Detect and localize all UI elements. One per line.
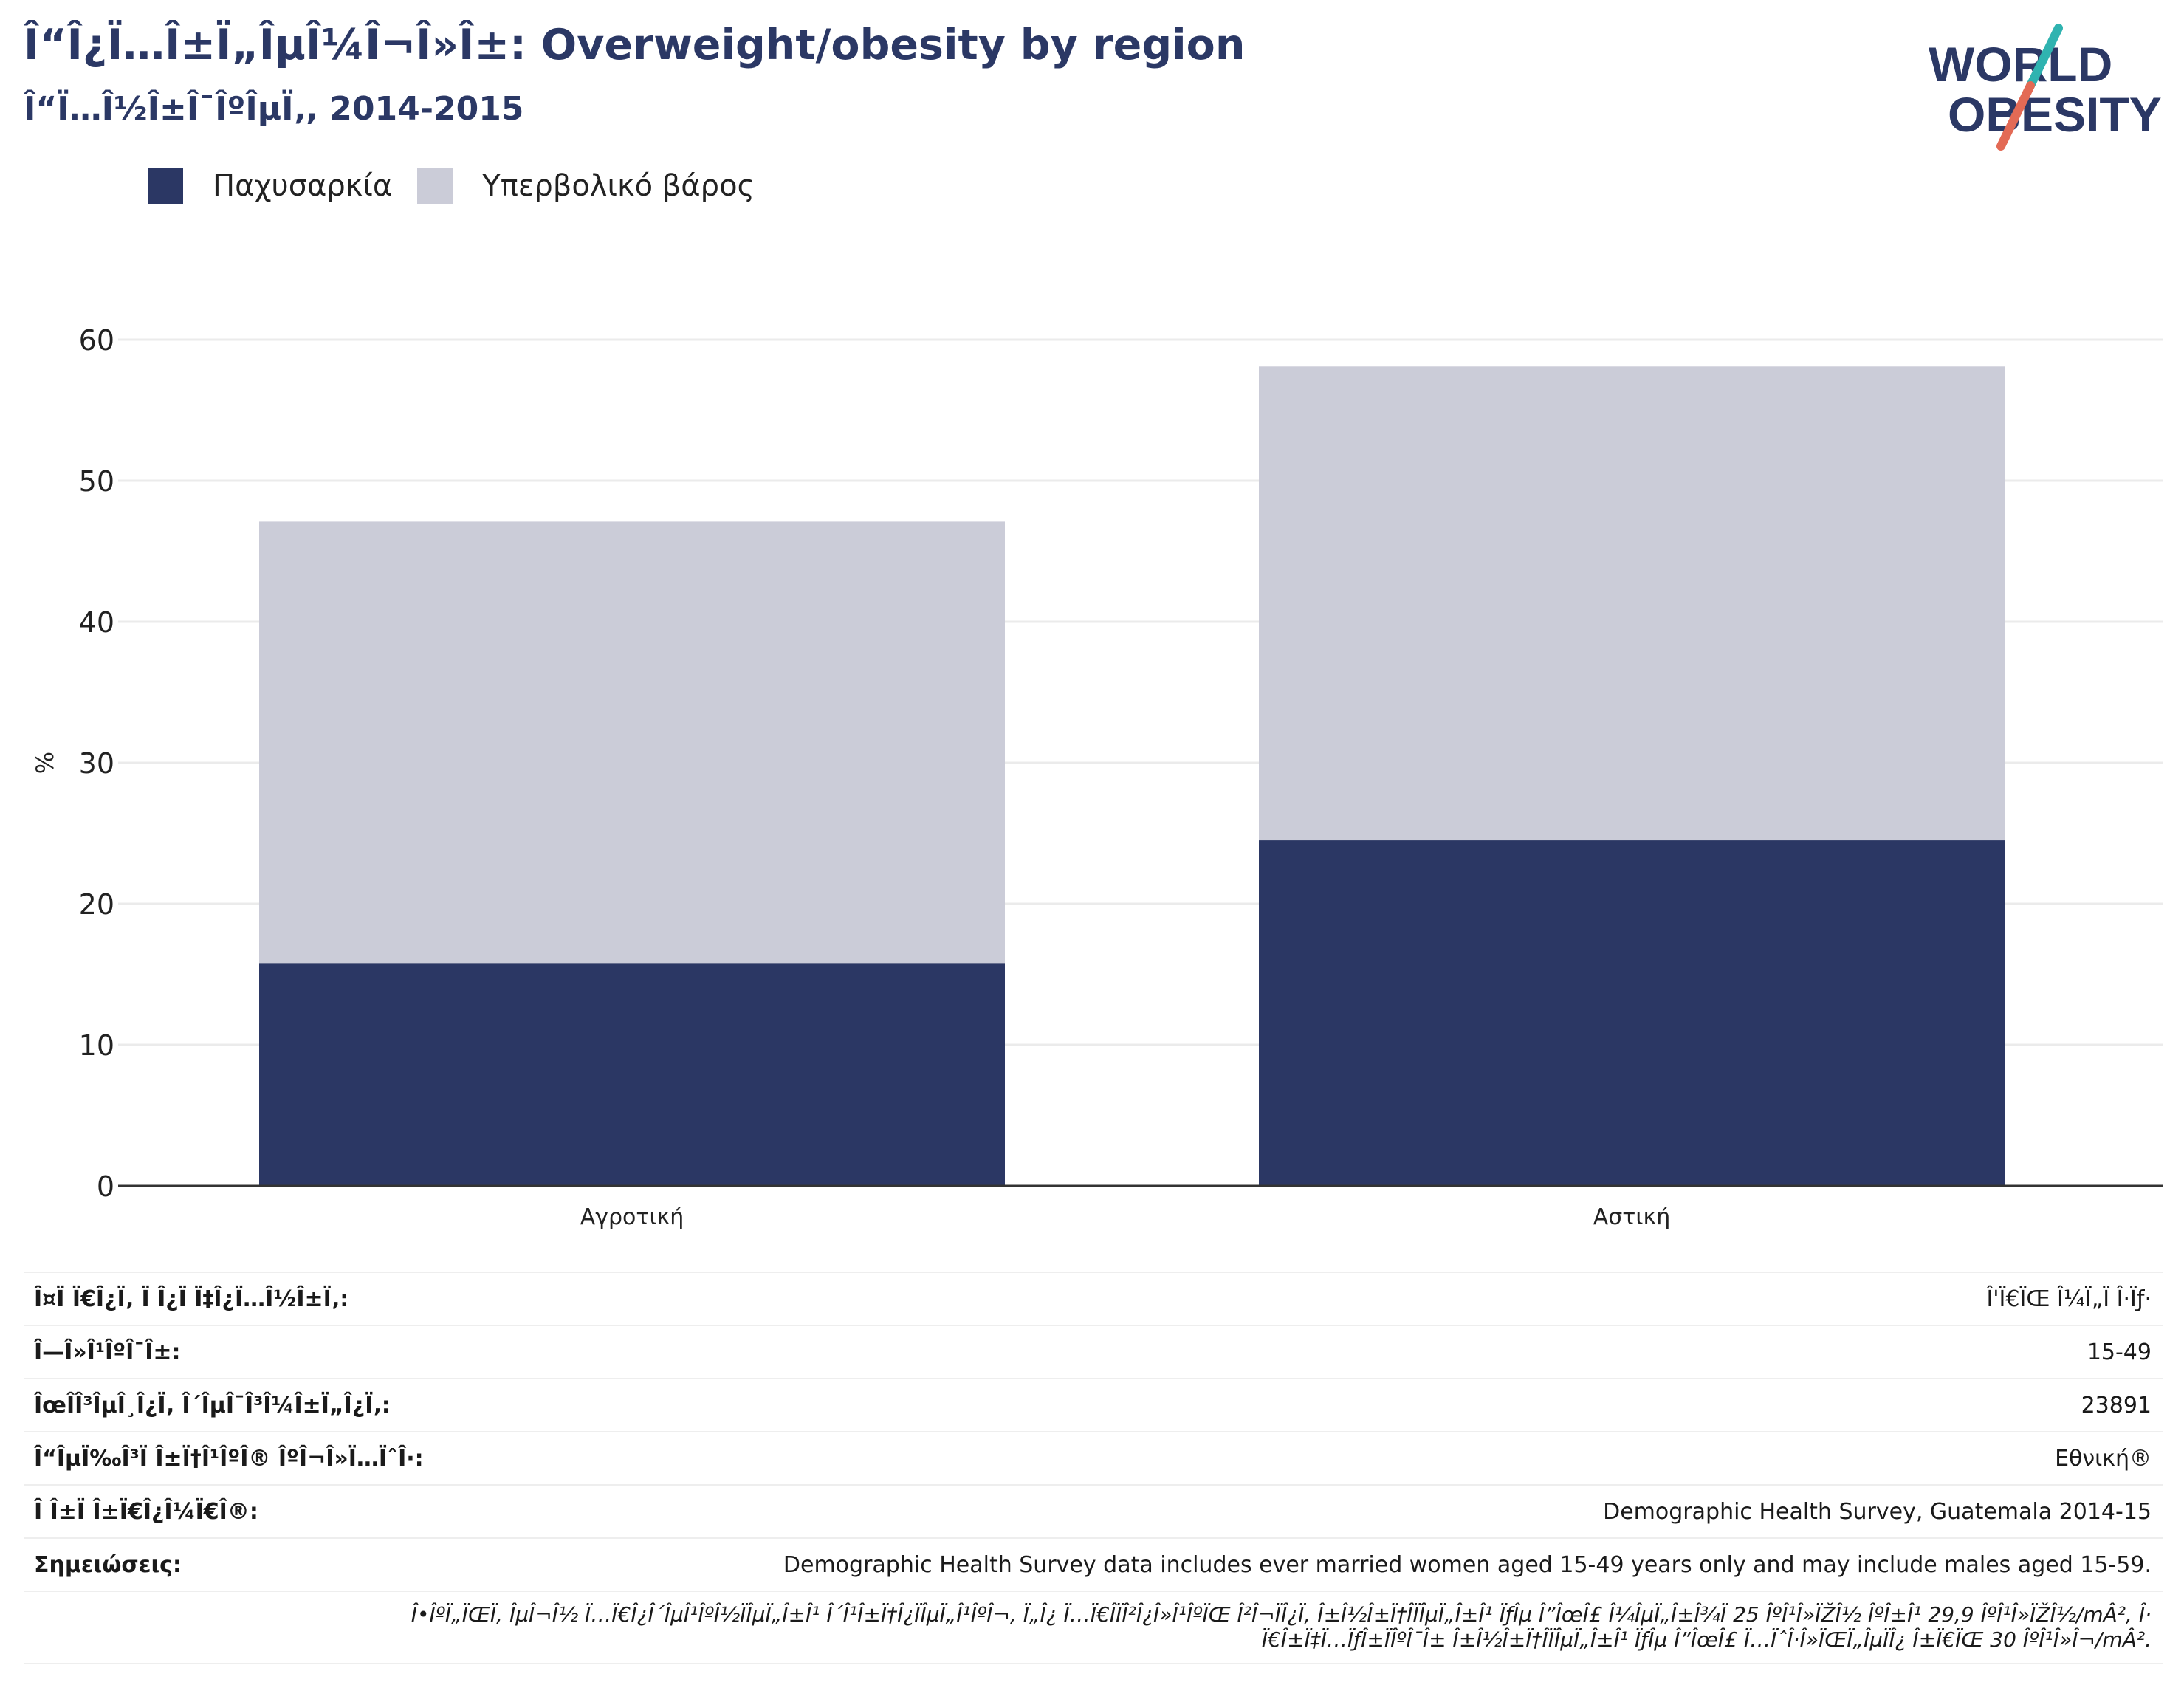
bar-overweight-1 [1259, 366, 2005, 841]
logo-slash-top [2026, 24, 2063, 90]
footnote-line-1: Î•ÎºÏ„ÏŒÏ‚ ÎµÎ¬Î½ Ï…Ï€Î¿Î´ÎµÎ¹ÎºÎ½ÏÎµÏ„Î… [411, 1602, 2152, 1627]
y-tick-label: 30 [79, 747, 114, 780]
y-tick-label: 10 [79, 1029, 114, 1062]
bar-obesity-1 [1259, 840, 2005, 1186]
info-label: Î—Î»Î¹ÎºÎ¯Î±: [34, 1339, 181, 1365]
y-axis-label: % [31, 752, 59, 774]
legend-label-overweight: Υπερβολικό βάρος [482, 169, 755, 203]
legend-swatch-overweight [417, 168, 453, 204]
bar-overweight-0 [259, 521, 1005, 964]
info-value: 23891 [2081, 1392, 2152, 1418]
legend-item-overweight[interactable]: Υπερβολικό βάρος [417, 168, 755, 204]
y-tick-label: 60 [79, 324, 114, 357]
x-tick-label: Αστική [1593, 1204, 1670, 1230]
info-label: ÎœÎ­Î³ÎµÎ¸Î¿Ï‚ Î´ÎµÎ¯Î³Î¼Î±Ï„Î¿Ï‚: [34, 1392, 391, 1418]
info-row: ÎœÎ­Î³ÎµÎ¸Î¿Ï‚ Î´ÎµÎ¯Î³Î¼Î±Ï„Î¿Ï‚: 23891 [24, 1378, 2163, 1431]
logo-text-world: WORLD [1929, 37, 2112, 92]
logo-text-obesity: OBESITY [1948, 87, 2162, 142]
legend: Παχυσαρκία Υπερβολικό βάρος [148, 168, 780, 204]
info-value: Demographic Health Survey data includes … [783, 1551, 2152, 1578]
info-row: Σημειώσεις: Demographic Health Survey dat… [24, 1537, 2163, 1591]
info-label: Î¤Ï Ï€Î¿Ï‚ Ï Î¿Ï Ï‡Î¿Ï…Î½Î±Ï‚: [34, 1286, 349, 1312]
chart-title: Î“Î¿Ï…Î±Ï„ÎµÎ¼Î¬Î»Î±: Overweight/obesity… [24, 21, 1246, 69]
footnote-line-2: Ï€Î±Ï‡Ï…ÏƒÎ±ÏÎºÎ¯Î± Î±Î½Î±Ï†Î­ÏÎµÏ„Î±Î¹ … [1261, 1627, 2152, 1652]
info-value: Εθνική® [2055, 1445, 2152, 1472]
footnote-row: Î•ÎºÏ„ÏŒÏ‚ ÎµÎ¬Î½ Ï…Ï€Î¿Î´ÎµÎ¹ÎºÎ½ÏÎµÏ„Î… [24, 1591, 2163, 1664]
stacked-bar-chart: 0 10 20 30 40 50 60% Αγροτική Αστική [31, 324, 2163, 1230]
info-row: Î“ÎµÏ‰Î³Ï Î±Ï†Î¹ÎºÎ® ÎºÎ¬Î»Ï…ÏˆÎ·: Εθνική… [24, 1431, 2163, 1484]
chart-subtitle: Î“Ï…Î½Î±Î¯ÎºÎµÏ‚, 2014-2015 [24, 90, 524, 128]
info-table: Î¤Ï Ï€Î¿Ï‚ Ï Î¿Ï Ï‡Î¿Ï…Î½Î±Ï‚: Î'Ï€ÏŒ Î¼Ï… [24, 1272, 2163, 1664]
info-value: 15-49 [2087, 1339, 2152, 1365]
legend-item-obesity[interactable]: Παχυσαρκία [148, 168, 392, 204]
info-label: Î Î±Ï Î±Ï€Î¿Î¼Ï€Î®: [34, 1498, 258, 1525]
footnote: Î•ÎºÏ„ÏŒÏ‚ ÎµÎ¬Î½ Ï…Ï€Î¿Î´ÎµÎ¹ÎºÎ½ÏÎµÏ„Î… [323, 1602, 2163, 1653]
y-tick-label: 20 [79, 888, 114, 921]
info-value: Î'Ï€ÏŒ Î¼Ï„Ï Î·Ïƒ· [1986, 1286, 2152, 1312]
info-value: Demographic Health Survey, Guatemala 201… [1603, 1498, 2152, 1525]
world-obesity-logo: WORLD OBESITY [1929, 24, 2162, 151]
y-tick-label: 40 [79, 606, 114, 639]
info-label: Î“ÎµÏ‰Î³Ï Î±Ï†Î¹ÎºÎ® ÎºÎ¬Î»Ï…ÏˆÎ·: [34, 1445, 424, 1472]
info-row: Î Î±Ï Î±Ï€Î¿Î¼Ï€Î®: Demographic Health Su… [24, 1484, 2163, 1537]
y-tick-label: 0 [97, 1170, 114, 1203]
legend-label-obesity: Παχυσαρκία [213, 169, 393, 203]
x-tick-label: Αγροτική [580, 1204, 684, 1230]
logo-slash-bottom [1996, 81, 2035, 151]
info-row: Î—Î»Î¹ÎºÎ¯Î±: 15-49 [24, 1325, 2163, 1378]
info-label: Σημειώσεις: [34, 1551, 182, 1578]
y-tick-label: 50 [79, 465, 114, 498]
bar-obesity-0 [259, 963, 1005, 1186]
info-row: Î¤Ï Ï€Î¿Ï‚ Ï Î¿Ï Ï‡Î¿Ï…Î½Î±Ï‚: Î'Ï€ÏŒ Î¼Ï… [24, 1272, 2163, 1325]
legend-swatch-obesity [148, 168, 183, 204]
